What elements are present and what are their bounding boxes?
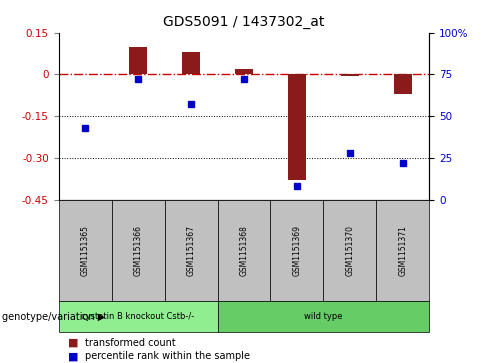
Bar	[324, 200, 376, 301]
Bar	[270, 200, 324, 301]
Bar	[182, 52, 200, 74]
Bar	[59, 301, 218, 332]
Text: wild type: wild type	[304, 312, 343, 321]
Text: genotype/variation ▶: genotype/variation ▶	[2, 312, 106, 322]
Bar	[59, 200, 112, 301]
Bar	[341, 74, 359, 76]
Text: GSM1151367: GSM1151367	[186, 225, 196, 276]
Bar	[235, 69, 253, 74]
Text: GSM1151365: GSM1151365	[81, 225, 90, 276]
Bar	[129, 46, 147, 74]
Text: GSM1151371: GSM1151371	[398, 225, 407, 276]
Text: GSM1151368: GSM1151368	[240, 225, 248, 276]
Text: percentile rank within the sample: percentile rank within the sample	[85, 351, 250, 362]
Bar	[218, 200, 270, 301]
Bar	[218, 301, 429, 332]
Text: ■: ■	[68, 351, 79, 362]
Text: cystatin B knockout Cstb-/-: cystatin B knockout Cstb-/-	[81, 312, 195, 321]
Bar	[164, 200, 218, 301]
Bar	[376, 200, 429, 301]
Text: transformed count: transformed count	[85, 338, 176, 348]
Title: GDS5091 / 1437302_at: GDS5091 / 1437302_at	[163, 15, 325, 29]
Text: GSM1151366: GSM1151366	[134, 225, 142, 276]
Text: GSM1151369: GSM1151369	[292, 225, 302, 276]
Text: ■: ■	[68, 338, 79, 348]
Bar	[394, 74, 412, 94]
Text: GSM1151370: GSM1151370	[346, 225, 354, 276]
Bar	[288, 74, 306, 180]
Bar	[112, 200, 164, 301]
